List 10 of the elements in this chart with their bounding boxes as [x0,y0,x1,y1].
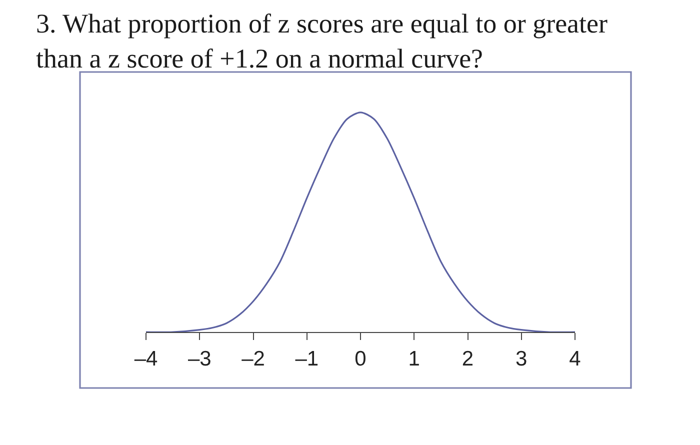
x-tick-label: 4 [569,347,582,370]
x-tick-label: –1 [295,347,319,370]
x-tick-label: –2 [242,347,265,370]
x-tick-label: –3 [188,347,212,370]
x-tick-label: –4 [134,347,158,370]
chart-title: 3. What proportion of z scores are equal to or greater than a z score of +1.2 on a normal curve? [36,8,608,74]
x-tick-label: 0 [354,347,366,370]
x-tick-label: 3 [516,347,528,370]
x-tick-label: 2 [462,347,474,370]
x-tick-label: 1 [408,347,420,370]
